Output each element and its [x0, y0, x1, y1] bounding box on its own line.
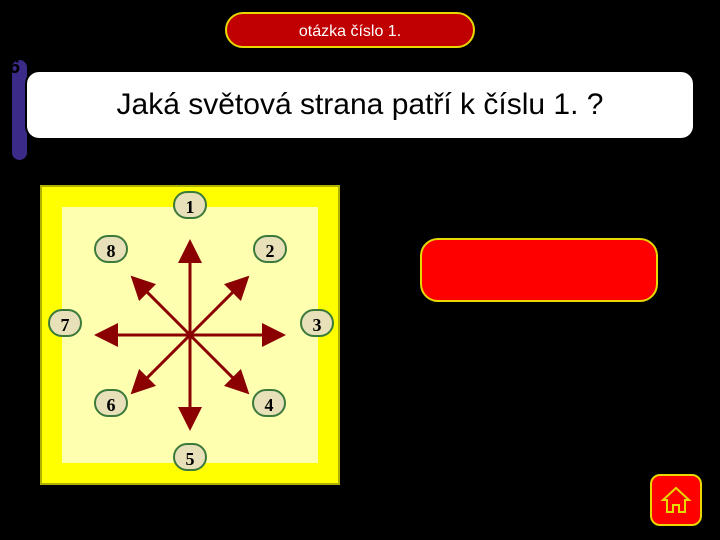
answer-box[interactable]	[420, 238, 658, 302]
compass-label-2: 2	[253, 235, 287, 263]
compass-label-4: 4	[252, 389, 286, 417]
question-number-badge: otázka číslo 1.	[225, 12, 475, 48]
home-icon	[659, 483, 693, 517]
home-button[interactable]	[650, 474, 702, 526]
question-text: Jaká světová strana patří k číslu 1. ?	[25, 70, 695, 140]
side-glyph-right: 2	[691, 54, 702, 77]
side-glyph-left: 6	[9, 56, 20, 79]
compass-card: 1 2 3 4 5 6 7 8	[40, 185, 340, 485]
compass-label-3: 3	[300, 309, 334, 337]
compass-label-7: 7	[48, 309, 82, 337]
compass-label-6: 6	[94, 389, 128, 417]
compass-arrows	[42, 187, 338, 483]
compass-label-1: 1	[173, 191, 207, 219]
compass-label-8: 8	[94, 235, 128, 263]
compass-label-5: 5	[173, 443, 207, 471]
